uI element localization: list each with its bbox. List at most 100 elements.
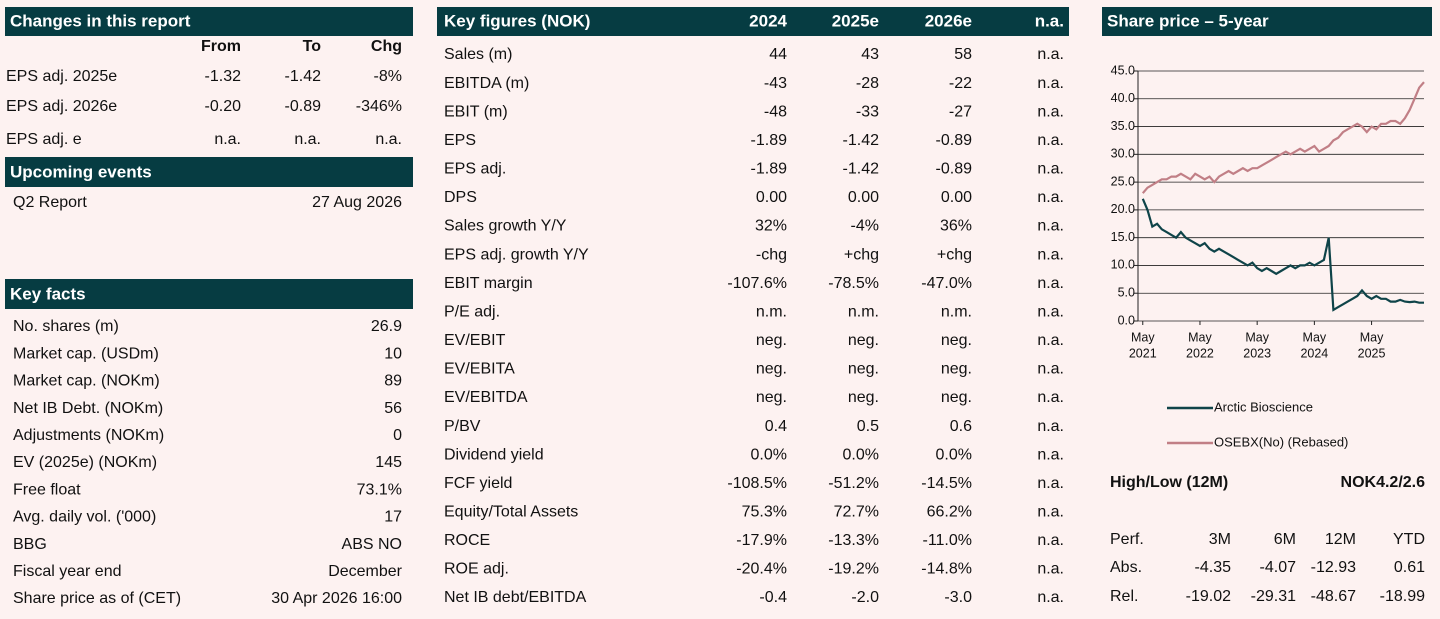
- cell-value: -3.0: [944, 589, 972, 606]
- event-date: 27 Aug 2026: [312, 194, 402, 211]
- row-label: EPS adj. growth Y/Y: [444, 246, 589, 263]
- cell-value: -0.4: [759, 589, 787, 606]
- cell-value: n.a.: [1037, 503, 1064, 520]
- row-label: EV/EBITA: [444, 361, 515, 378]
- section-title: Changes in this report: [10, 11, 191, 30]
- cell-value: -43: [764, 75, 787, 92]
- perf-value: 0.61: [1394, 559, 1425, 576]
- row-label: Sales (m): [444, 46, 512, 63]
- event-name: Q2 Report: [13, 194, 87, 211]
- section-title: Upcoming events: [10, 162, 152, 181]
- cell-value: n.a.: [1037, 275, 1064, 292]
- cell-value: n.a.: [1037, 561, 1064, 578]
- y-tick-label: 0.0: [1118, 313, 1135, 327]
- cell-value: -51.2%: [828, 475, 879, 492]
- header-bar: [437, 7, 1069, 36]
- cell-value: n.a.: [1037, 446, 1064, 463]
- cell-value: n.a.: [1037, 418, 1064, 435]
- cell-value: +chg: [937, 246, 972, 263]
- column-header: From: [201, 38, 241, 55]
- column-header: 2025e: [832, 11, 879, 30]
- cell-value: 0.0%: [936, 446, 972, 463]
- cell-value: 66.2%: [927, 503, 972, 520]
- fact-value: 30 Apr 2026 16:00: [271, 590, 402, 607]
- row-label: FCF yield: [444, 475, 512, 492]
- cell-value: -33: [856, 103, 879, 120]
- cell-value: 0.00: [848, 189, 879, 206]
- cell-value: 43: [861, 46, 879, 63]
- perf-value: -4.07: [1260, 559, 1297, 576]
- perf-value: -29.31: [1251, 588, 1296, 605]
- fact-label: Net IB Debt. (NOKm): [13, 400, 163, 417]
- perf-header: YTD: [1393, 531, 1425, 548]
- cell-value: -107.6%: [727, 275, 787, 292]
- fact-value: ABS NO: [342, 536, 402, 553]
- cell-value: -19.2%: [828, 561, 879, 578]
- cell-value: -108.5%: [727, 475, 787, 492]
- y-tick-label: 30.0: [1111, 147, 1135, 161]
- fact-value: 26.9: [371, 318, 402, 335]
- cell-value: -14.5%: [921, 475, 972, 492]
- cell-value: neg.: [848, 389, 879, 406]
- cell-value: neg.: [756, 389, 787, 406]
- cell-value: n.a.: [1037, 103, 1064, 120]
- cell-value: 32%: [755, 218, 787, 235]
- row-label: Dividend yield: [444, 446, 544, 463]
- row-label: EBIT (m): [444, 103, 508, 120]
- cell-value: -1.42: [843, 161, 880, 178]
- fact-value: 73.1%: [357, 481, 402, 498]
- cell-value: -78.5%: [828, 275, 879, 292]
- fact-label: Avg. daily vol. ('000): [13, 509, 156, 526]
- row-label: EV/EBIT: [444, 332, 506, 349]
- cell-value: n.a.: [294, 131, 321, 148]
- column-header: 2024: [749, 11, 787, 30]
- cell-value: 0.5: [857, 418, 879, 435]
- fact-label: BBG: [13, 536, 47, 553]
- cell-value: 44: [769, 46, 787, 63]
- cell-value: n.a.: [1037, 46, 1064, 63]
- row-label: P/BV: [444, 418, 481, 435]
- cell-value: n.a.: [1037, 475, 1064, 492]
- x-tick-label: May: [1245, 330, 1269, 344]
- cell-value: neg.: [756, 361, 787, 378]
- fact-label: Market cap. (USDm): [13, 345, 159, 362]
- y-tick-label: 20.0: [1111, 202, 1135, 216]
- cell-value: n.a.: [1037, 303, 1064, 320]
- fact-label: Free float: [13, 481, 81, 498]
- row-label: EPS: [444, 132, 476, 149]
- row-label: EPS adj.: [444, 161, 506, 178]
- perf-value: -18.99: [1380, 588, 1425, 605]
- cell-value: 36%: [940, 218, 972, 235]
- column-header: n.a.: [1035, 11, 1064, 30]
- cell-value: -28: [856, 75, 879, 92]
- cell-value: 0.0%: [843, 446, 879, 463]
- fact-value: 17: [384, 509, 402, 526]
- series-line: [1141, 81, 1425, 194]
- series-line: [1141, 198, 1424, 312]
- cell-value: n.a.: [1037, 389, 1064, 406]
- cell-value: 0.00: [756, 189, 787, 206]
- cell-value: -11.0%: [922, 532, 972, 549]
- legend-label: OSEBX(No) (Rebased): [1214, 434, 1348, 449]
- cell-value: -0.89: [936, 161, 973, 178]
- x-tick-label: May: [1303, 330, 1327, 344]
- x-tick-sublabel: 2023: [1243, 346, 1271, 360]
- cell-value: n.a.: [1037, 132, 1064, 149]
- y-tick-label: 15.0: [1111, 230, 1135, 244]
- y-tick-label: 35.0: [1111, 119, 1135, 133]
- row-label: EPS adj. 2025e: [6, 68, 117, 85]
- cell-value: -8%: [374, 68, 402, 85]
- column-header: Key figures (NOK): [444, 11, 590, 30]
- cell-value: n.a.: [1037, 332, 1064, 349]
- column-header: To: [303, 38, 322, 55]
- cell-value: neg.: [941, 389, 972, 406]
- cell-value: neg.: [848, 361, 879, 378]
- header-bar: [1102, 7, 1432, 36]
- x-tick-sublabel: 2021: [1129, 346, 1157, 360]
- cell-value: -20.4%: [736, 561, 787, 578]
- cell-value: n.m.: [848, 303, 879, 320]
- cell-value: -17.9%: [736, 532, 787, 549]
- y-tick-label: 5.0: [1118, 286, 1135, 300]
- section-title: Key facts: [10, 284, 86, 303]
- cell-value: 58: [954, 46, 972, 63]
